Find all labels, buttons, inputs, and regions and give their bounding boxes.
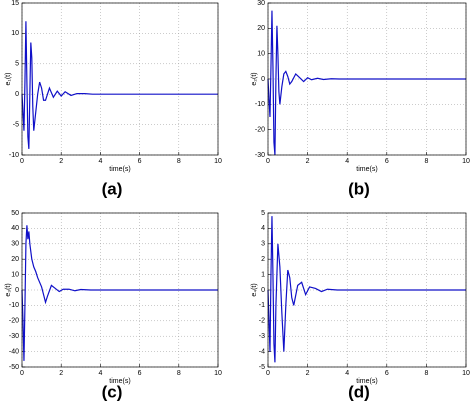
plot-frame <box>21 2 219 156</box>
y-tick-label: 3 <box>261 241 265 248</box>
x-tick-label: 2 <box>59 370 63 377</box>
x-tick-label: 4 <box>345 158 349 165</box>
x-tick-label: 2 <box>306 370 310 377</box>
y-tick-label: 50 <box>11 210 19 217</box>
caption: (b) <box>348 179 370 198</box>
caption: (c) <box>102 382 123 401</box>
x-tick-label: 2 <box>59 158 63 165</box>
y-tick-label: -10 <box>9 152 19 159</box>
y-tick-label: 4 <box>261 225 265 232</box>
y-tick-label: 20 <box>257 25 265 32</box>
x-tick-label: 10 <box>462 158 470 165</box>
x-tick-label: 10 <box>462 370 470 377</box>
y-tick-label: -30 <box>255 152 265 159</box>
x-tick-label: 2 <box>306 158 310 165</box>
x-tick-label: 6 <box>138 370 142 377</box>
data-line <box>267 216 466 363</box>
x-tick-label: 4 <box>345 370 349 377</box>
y-axis-label: e₃(t) <box>5 283 12 296</box>
y-tick-label: 10 <box>257 51 265 58</box>
y-tick-label: -20 <box>255 127 265 134</box>
y-tick-label: 0 <box>261 76 265 83</box>
y-tick-label: -5 <box>13 121 19 128</box>
x-tick-label: 10 <box>214 158 222 165</box>
x-tick-label: 10 <box>214 370 222 377</box>
y-tick-label: 0 <box>15 287 19 294</box>
x-axis-label: time(s) <box>109 378 130 385</box>
caption: (a) <box>102 179 123 198</box>
x-tick-label: 4 <box>98 370 102 377</box>
y-tick-label: -10 <box>9 302 19 309</box>
plot-frame <box>267 2 467 156</box>
y-tick-label: 15 <box>11 0 19 7</box>
plot-area <box>22 3 218 155</box>
y-tick-label: -40 <box>9 348 19 355</box>
x-tick-label: 8 <box>424 370 428 377</box>
y-tick-label: 2 <box>261 256 265 263</box>
y-tick-label: -3 <box>259 333 265 340</box>
y-tick-label: 0 <box>15 91 19 98</box>
y-axis-label: e₄(t) <box>251 283 258 296</box>
x-tick-label: 4 <box>98 158 102 165</box>
x-tick-label: 0 <box>266 158 270 165</box>
x-axis-label: time(s) <box>356 378 377 385</box>
plot-frame <box>267 212 467 368</box>
y-axis-label: e₂(t) <box>251 72 258 85</box>
x-tick-label: 8 <box>177 370 181 377</box>
y-tick-label: 10 <box>11 30 19 37</box>
x-axis-label: time(s) <box>356 166 377 173</box>
x-tick-label: 0 <box>20 158 24 165</box>
y-tick-label: 30 <box>257 0 265 7</box>
y-tick-label: -2 <box>259 318 265 325</box>
y-tick-label: 20 <box>11 256 19 263</box>
data-line <box>21 21 218 149</box>
x-tick-label: 8 <box>177 158 181 165</box>
x-tick-label: 6 <box>385 370 389 377</box>
y-tick-label: 5 <box>261 210 265 217</box>
caption: (d) <box>348 382 370 401</box>
y-tick-label: 5 <box>15 61 19 68</box>
data-line <box>21 225 218 361</box>
y-tick-label: 30 <box>11 241 19 248</box>
y-tick-label: -5 <box>259 364 265 371</box>
y-tick-label: -10 <box>255 101 265 108</box>
x-tick-label: 6 <box>385 158 389 165</box>
y-tick-label: 1 <box>261 271 265 278</box>
x-tick-label: 8 <box>424 158 428 165</box>
x-axis-label: time(s) <box>109 166 130 173</box>
y-tick-label: 40 <box>11 225 19 232</box>
y-tick-label: -20 <box>9 318 19 325</box>
data-line <box>267 10 466 156</box>
y-tick-label: -30 <box>9 333 19 340</box>
y-tick-label: 0 <box>261 287 265 294</box>
x-tick-label: 0 <box>20 370 24 377</box>
x-tick-label: 0 <box>266 370 270 377</box>
y-tick-label: -50 <box>9 364 19 371</box>
y-tick-label: -1 <box>259 302 265 309</box>
y-tick-label: -4 <box>259 348 265 355</box>
plot-frame <box>21 212 219 368</box>
y-tick-label: 10 <box>11 271 19 278</box>
x-tick-label: 6 <box>138 158 142 165</box>
y-axis-label: e₁(t) <box>5 73 12 86</box>
